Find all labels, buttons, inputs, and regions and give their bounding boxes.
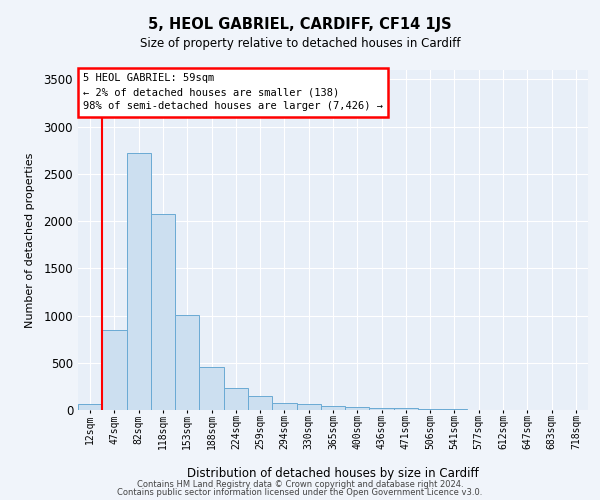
Bar	[296, 404, 321, 410]
Text: Contains public sector information licensed under the Open Government Licence v3: Contains public sector information licen…	[118, 488, 482, 497]
Bar	[272, 404, 296, 410]
Bar	[224, 388, 248, 410]
Text: Contains HM Land Registry data © Crown copyright and database right 2024.: Contains HM Land Registry data © Crown c…	[137, 480, 463, 489]
Bar	[345, 407, 370, 410]
Bar	[175, 314, 199, 410]
Bar	[199, 367, 224, 410]
Bar	[102, 330, 127, 410]
Bar	[321, 406, 345, 410]
Bar	[370, 408, 394, 410]
Bar	[394, 408, 418, 410]
Y-axis label: Number of detached properties: Number of detached properties	[25, 152, 35, 328]
Text: 5, HEOL GABRIEL, CARDIFF, CF14 1JS: 5, HEOL GABRIEL, CARDIFF, CF14 1JS	[148, 18, 452, 32]
Bar	[442, 409, 467, 410]
Bar	[418, 408, 442, 410]
Text: Distribution of detached houses by size in Cardiff: Distribution of detached houses by size …	[187, 467, 479, 480]
Bar	[248, 396, 272, 410]
Bar	[127, 153, 151, 410]
Bar	[151, 214, 175, 410]
Bar	[78, 404, 102, 410]
Text: Size of property relative to detached houses in Cardiff: Size of property relative to detached ho…	[140, 38, 460, 51]
Text: 5 HEOL GABRIEL: 59sqm
← 2% of detached houses are smaller (138)
98% of semi-deta: 5 HEOL GABRIEL: 59sqm ← 2% of detached h…	[83, 74, 383, 112]
